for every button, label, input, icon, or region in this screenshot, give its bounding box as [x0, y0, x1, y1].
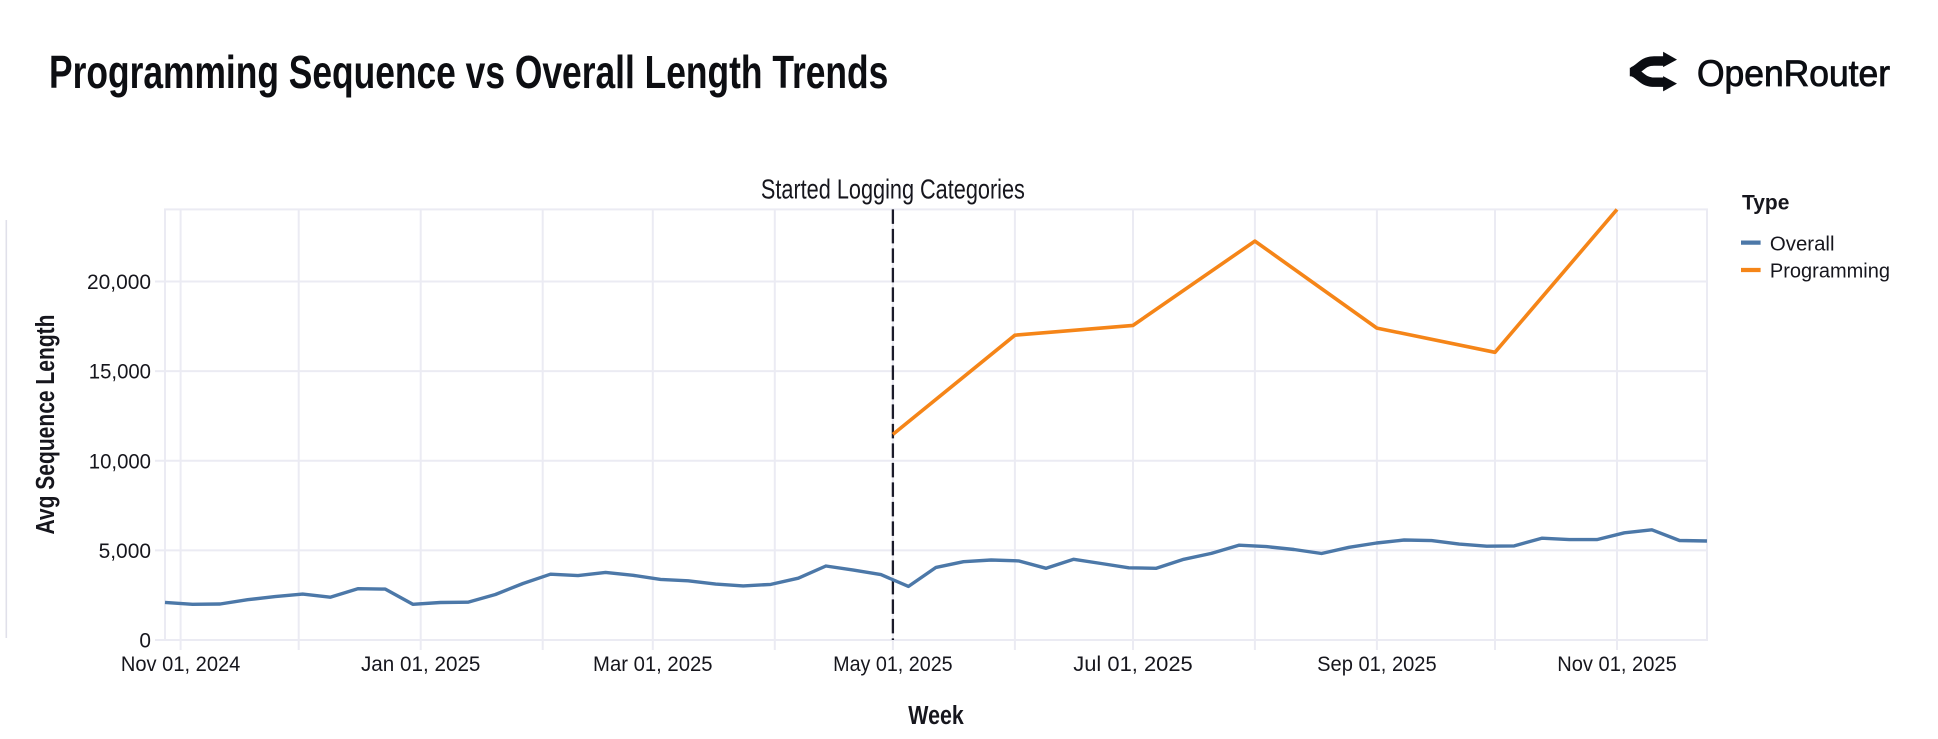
- svg-text:15,000: 15,000: [89, 360, 151, 384]
- svg-text:5,000: 5,000: [99, 539, 151, 563]
- svg-text:Mar 01, 2025: Mar 01, 2025: [593, 652, 713, 676]
- svg-text:OpenRouter: OpenRouter: [1697, 53, 1890, 94]
- svg-text:Nov 01, 2024: Nov 01, 2024: [121, 652, 241, 676]
- svg-text:Jul 01, 2025: Jul 01, 2025: [1073, 652, 1193, 676]
- svg-text:Nov 01, 2025: Nov 01, 2025: [1557, 652, 1677, 676]
- svg-text:Started Logging Categories: Started Logging Categories: [761, 173, 1025, 204]
- svg-text:Sep 01, 2025: Sep 01, 2025: [1317, 652, 1437, 676]
- svg-text:Jan 01, 2025: Jan 01, 2025: [361, 652, 481, 676]
- svg-text:Programming Sequence vs Overal: Programming Sequence vs Overall Length T…: [49, 46, 888, 98]
- svg-text:Avg Sequence Length: Avg Sequence Length: [32, 315, 60, 535]
- svg-text:20,000: 20,000: [87, 270, 151, 294]
- svg-text:Programming: Programming: [1770, 261, 1890, 283]
- svg-text:Week: Week: [908, 702, 964, 730]
- svg-text:0: 0: [139, 629, 151, 653]
- svg-text:10,000: 10,000: [89, 449, 151, 473]
- svg-text:Type: Type: [1742, 190, 1789, 214]
- svg-text:May 01, 2025: May 01, 2025: [833, 652, 953, 676]
- svg-text:Overall: Overall: [1770, 233, 1835, 255]
